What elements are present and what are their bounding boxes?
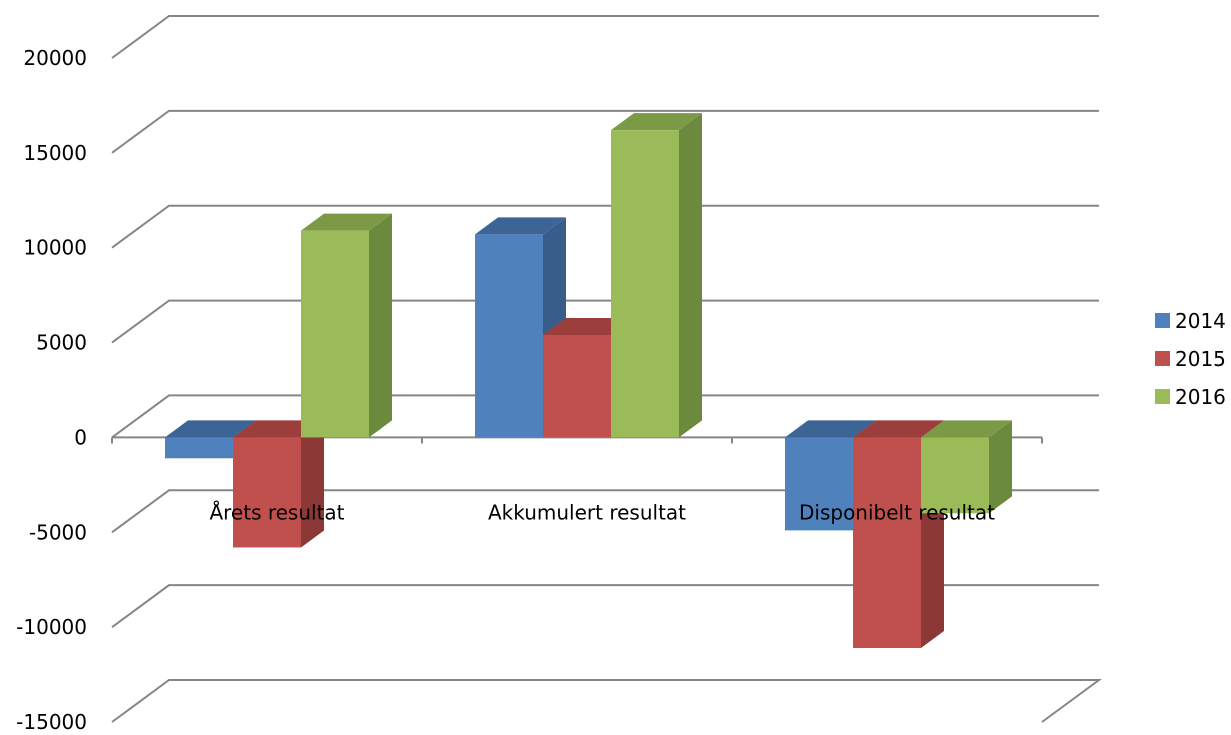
bar-front xyxy=(165,437,233,459)
bar-front xyxy=(611,130,679,438)
bar-top xyxy=(611,113,702,131)
category-label: Årets resultat xyxy=(209,500,344,524)
bar-side xyxy=(369,213,392,438)
y-tick-label: -10000 xyxy=(16,615,87,639)
bar-2016-2 xyxy=(611,113,702,438)
bar-front xyxy=(921,437,989,514)
bar-top xyxy=(475,217,566,235)
category-labels: Årets resultat Akkumulert resultat Disponi… xyxy=(209,500,995,524)
gridline xyxy=(111,299,1099,344)
gridline xyxy=(111,394,1099,439)
y-tick-label: -5000 xyxy=(29,520,87,544)
gridline xyxy=(111,109,1099,154)
bar-top xyxy=(165,420,256,438)
bar-top xyxy=(853,420,944,438)
y-tick-label: -15000 xyxy=(16,710,87,734)
y-tick-label: 20000 xyxy=(23,46,87,70)
bar-top xyxy=(785,420,876,438)
y-tick-label: 15000 xyxy=(23,141,87,165)
legend-label: 2014 xyxy=(1175,309,1226,333)
bar-front xyxy=(301,230,369,438)
gridline xyxy=(111,679,1103,723)
gridline xyxy=(111,584,1099,628)
bars xyxy=(165,113,1012,649)
bar-side xyxy=(989,420,1012,514)
y-tick-label: 10000 xyxy=(23,236,87,260)
gridline xyxy=(111,204,1099,249)
legend-swatch xyxy=(1155,351,1170,366)
legend-entry-2016: 2016 xyxy=(1155,385,1226,409)
bar-top xyxy=(921,420,1012,438)
bar-front xyxy=(543,334,611,438)
legend-swatch xyxy=(1155,389,1170,404)
bar-front xyxy=(785,437,853,531)
bar-front xyxy=(853,437,921,649)
legend: 2014 2015 2016 xyxy=(1155,309,1226,409)
legend-entry-2014: 2014 xyxy=(1155,309,1226,333)
legend-label: 2015 xyxy=(1175,347,1226,371)
bar-side xyxy=(301,420,324,548)
legend-entry-2015: 2015 xyxy=(1155,347,1226,371)
bar-side xyxy=(679,113,702,438)
bar-front xyxy=(475,234,543,438)
y-axis-tick-labels: 20000 15000 10000 5000 0 -5000 -10000 -15000 xyxy=(16,46,87,734)
bar-2016-1 xyxy=(301,213,392,438)
legend-swatch xyxy=(1155,313,1170,328)
bar-top xyxy=(301,213,392,231)
category-label: Akkumulert resultat xyxy=(488,500,686,524)
gridlines xyxy=(111,15,1103,723)
bar-front xyxy=(233,437,301,548)
y-tick-label: 5000 xyxy=(36,331,87,355)
gridline xyxy=(111,15,1099,59)
category-label: Disponibelt resultat xyxy=(799,500,995,524)
bar-2015-1 xyxy=(233,420,324,548)
legend-label: 2016 xyxy=(1175,385,1226,409)
y-tick-label: 0 xyxy=(74,425,87,449)
bar-2016-3 xyxy=(921,420,1012,514)
